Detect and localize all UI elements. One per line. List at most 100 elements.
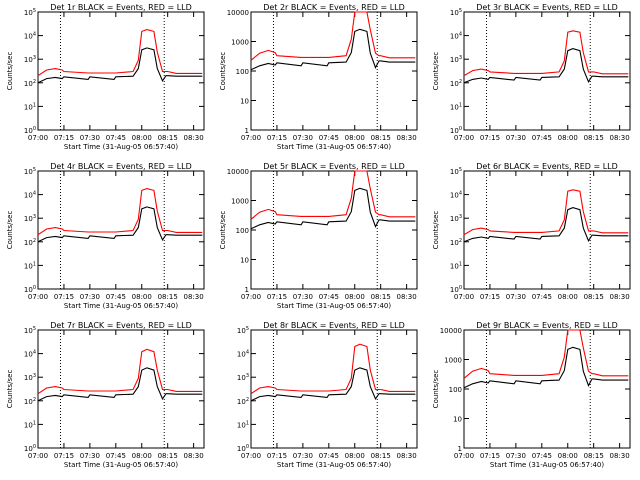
plot-frame [463, 329, 631, 449]
x-tick-label: 08:15 [371, 293, 391, 301]
plot-frame [37, 329, 205, 449]
x-tick-label: 07:15 [54, 293, 74, 301]
series-line-lld [463, 30, 629, 77]
x-tick-label: 07:30 [506, 293, 526, 301]
y-tick-label: 101 [24, 261, 36, 270]
y-tick-label: 102 [237, 397, 249, 406]
series-line-lld [37, 348, 203, 395]
x-tick-label: 07:45 [532, 452, 552, 460]
x-tick-label: 07:45 [532, 293, 552, 301]
y-tick-label: 103 [24, 214, 36, 223]
y-tick-label: 1 [245, 286, 249, 294]
x-tick-label: 07:45 [319, 452, 339, 460]
y-tick-label: 100 [237, 444, 249, 453]
series-line-events [250, 187, 416, 230]
plot-frame [463, 170, 631, 290]
chart-title: Det 7r BLACK = Events, RED = LLD [50, 321, 192, 330]
y-axis-label: Counts/sec [432, 370, 440, 409]
y-tick-label: 10 [240, 98, 249, 106]
y-tick-label: 103 [450, 214, 462, 223]
x-tick-label: 08:30 [397, 293, 417, 301]
x-tick-label: 07:00 [454, 134, 474, 142]
y-tick-label: 10 [240, 257, 249, 265]
x-tick-label: 08:00 [558, 293, 578, 301]
y-tick-label: 105 [24, 326, 36, 335]
y-tick-label: 104 [24, 350, 36, 359]
x-axis-label: Start Time (31-Aug-05 06:57:40) [64, 143, 178, 151]
plot-frame [250, 11, 418, 131]
x-tick-label: 07:15 [267, 452, 287, 460]
x-tick-label: 07:00 [28, 134, 48, 142]
y-tick-label: 104 [24, 32, 36, 41]
x-tick-label: 08:15 [584, 293, 604, 301]
y-tick-label: 100 [450, 126, 462, 135]
y-tick-label: 104 [237, 350, 249, 359]
y-tick-label: 102 [24, 397, 36, 406]
x-tick-label: 08:15 [158, 452, 178, 460]
x-tick-label: 08:00 [132, 452, 152, 460]
x-tick-label: 08:00 [345, 134, 365, 142]
series-line-events [37, 47, 203, 84]
y-axis-label: Counts/sec [432, 211, 440, 250]
x-tick-label: 08:15 [584, 452, 604, 460]
y-axis-label: Counts/sec [219, 52, 227, 91]
plot-frame [37, 11, 205, 131]
plot-frame [463, 11, 631, 131]
y-tick-label: 100 [24, 444, 36, 453]
x-tick-label: 07:00 [241, 293, 261, 301]
y-axis-label: Counts/sec [6, 370, 14, 409]
x-tick-label: 08:30 [184, 134, 204, 142]
x-tick-label: 07:30 [506, 134, 526, 142]
y-tick-label: 10000 [227, 9, 249, 17]
x-tick-label: 07:15 [54, 134, 74, 142]
x-tick-label: 07:00 [241, 452, 261, 460]
y-tick-label: 105 [24, 167, 36, 176]
x-tick-label: 08:00 [558, 134, 578, 142]
x-tick-label: 08:30 [397, 452, 417, 460]
x-tick-label: 07:00 [241, 134, 261, 142]
chart-panel-5: 1 10 100 1000 10000 07:00 07:15 07:30 07:45 08:00… [219, 162, 418, 310]
series-line-lld [250, 11, 416, 61]
y-tick-label: 1000 [444, 357, 462, 365]
x-tick-label: 07:15 [267, 293, 287, 301]
y-tick-label: 101 [24, 102, 36, 111]
x-tick-label: 08:15 [158, 293, 178, 301]
x-tick-label: 07:45 [532, 134, 552, 142]
x-tick-label: 08:30 [397, 134, 417, 142]
y-tick-label: 103 [450, 55, 462, 64]
y-tick-label: 105 [24, 8, 36, 17]
x-tick-label: 07:30 [80, 293, 100, 301]
series-line-events [37, 206, 203, 243]
x-tick-label: 07:30 [293, 293, 313, 301]
y-tick-label: 100 [236, 227, 249, 235]
chart-title: Det 9r BLACK = Events, RED = LLD [476, 321, 618, 330]
series-line-lld [463, 329, 629, 379]
plot-frame [37, 170, 205, 290]
x-tick-label: 07:15 [480, 293, 500, 301]
x-tick-label: 07:00 [28, 452, 48, 460]
x-tick-label: 07:15 [480, 134, 500, 142]
chart-panel-7: 100 101 102 103 104 105 07:00 07:15 07:30 07:45 08… [6, 321, 205, 469]
y-axis-label: Counts/sec [6, 52, 14, 91]
x-tick-label: 08:30 [184, 452, 204, 460]
y-tick-label: 104 [450, 32, 462, 41]
y-tick-label: 105 [450, 167, 462, 176]
y-tick-label: 104 [24, 191, 36, 200]
y-tick-label: 10000 [440, 327, 462, 335]
chart-title: Det 1r BLACK = Events, RED = LLD [50, 3, 192, 12]
y-tick-label: 101 [237, 420, 249, 429]
y-tick-label: 100 [236, 68, 249, 76]
x-tick-label: 07:45 [106, 452, 126, 460]
x-tick-label: 07:00 [454, 452, 474, 460]
series-line-events [463, 346, 629, 389]
x-tick-label: 07:45 [106, 293, 126, 301]
series-line-lld [250, 170, 416, 220]
chart-title: Det 3r BLACK = Events, RED = LLD [476, 3, 618, 12]
series-line-lld [37, 188, 203, 236]
chart-panel-3: 100 101 102 103 104 105 07:00 07:15 07:30 07:45 08… [432, 3, 631, 142]
plot-frame [250, 170, 418, 290]
y-tick-label: 105 [450, 8, 462, 17]
x-tick-label: 08:30 [184, 293, 204, 301]
x-axis-label: Start Time (31-Aug-05 06:57:40) [64, 461, 178, 469]
